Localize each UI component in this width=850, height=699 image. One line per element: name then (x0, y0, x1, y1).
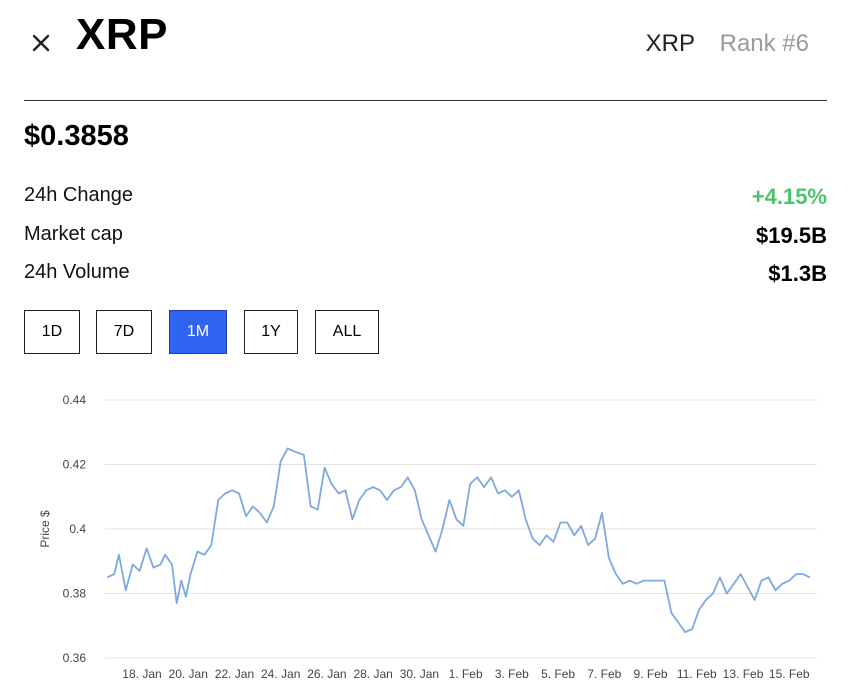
stat-label: Market cap (24, 223, 123, 245)
stat-value: $1.3B (768, 261, 827, 286)
y-axis-ticks: 0.36 0.38 0.4 0.42 0.44 (63, 393, 87, 665)
series-line (106, 447, 811, 634)
x-tick-label: 15. Feb (769, 667, 810, 681)
x-tick-label: 5. Feb (541, 667, 575, 681)
y-tick-label: 0.38 (63, 587, 87, 601)
stat-market-cap: Market cap $19.5B (24, 223, 827, 253)
close-button[interactable] (26, 28, 56, 58)
x-tick-label: 28. Jan (353, 667, 392, 681)
y-tick-label: 0.42 (63, 458, 87, 472)
stat-24h-change: 24h Change +4.15% (24, 184, 827, 214)
stat-label: 24h Change (24, 184, 133, 206)
series-layer (106, 447, 811, 634)
x-tick-label: 1. Feb (449, 667, 483, 681)
coin-ticker: XRP (645, 30, 695, 57)
range-button-1y[interactable]: 1Y (244, 310, 298, 354)
grid-lines (105, 399, 817, 659)
x-tick-label: 11. Feb (677, 667, 717, 681)
range-button-all[interactable]: ALL (315, 310, 379, 354)
stat-value: $19.5B (756, 223, 827, 248)
header: XRP XRP Rank #6 (24, 10, 827, 101)
close-icon (32, 34, 50, 52)
x-tick-label: 9. Feb (634, 667, 668, 681)
y-tick-label: 0.36 (63, 651, 87, 665)
x-tick-label: 3. Feb (495, 667, 529, 681)
current-price: $0.3858 (24, 120, 129, 152)
y-tick-label: 0.4 (69, 522, 86, 536)
x-tick-label: 22. Jan (215, 667, 254, 681)
x-tick-label: 20. Jan (169, 667, 208, 681)
price-chart: 0.36 0.38 0.4 0.42 0.44 18. Jan 20. Jan 22. Ja… (38, 393, 817, 681)
x-tick-label: 13. Feb (723, 667, 764, 681)
y-axis-label: Price $ (38, 510, 52, 548)
x-tick-label: 24. Jan (261, 667, 300, 681)
y-tick-label: 0.44 (63, 393, 87, 407)
x-tick-label: 18. Jan (122, 667, 161, 681)
stat-label: 24h Volume (24, 261, 130, 283)
x-tick-label: 26. Jan (307, 667, 346, 681)
range-button-1d[interactable]: 1D (24, 310, 80, 354)
stat-24h-volume: 24h Volume $1.3B (24, 261, 827, 291)
coin-rank: Rank #6 (719, 30, 809, 57)
x-tick-label: 30. Jan (400, 667, 439, 681)
x-axis-ticks: 18. Jan 20. Jan 22. Jan 24. Jan 26. Jan 28. J… (122, 667, 810, 681)
x-tick-label: 7. Feb (587, 667, 621, 681)
coin-title: XRP (76, 10, 168, 59)
stat-value: +4.15% (751, 184, 827, 209)
range-button-7d[interactable]: 7D (96, 310, 152, 354)
range-button-1m[interactable]: 1M (169, 310, 227, 354)
